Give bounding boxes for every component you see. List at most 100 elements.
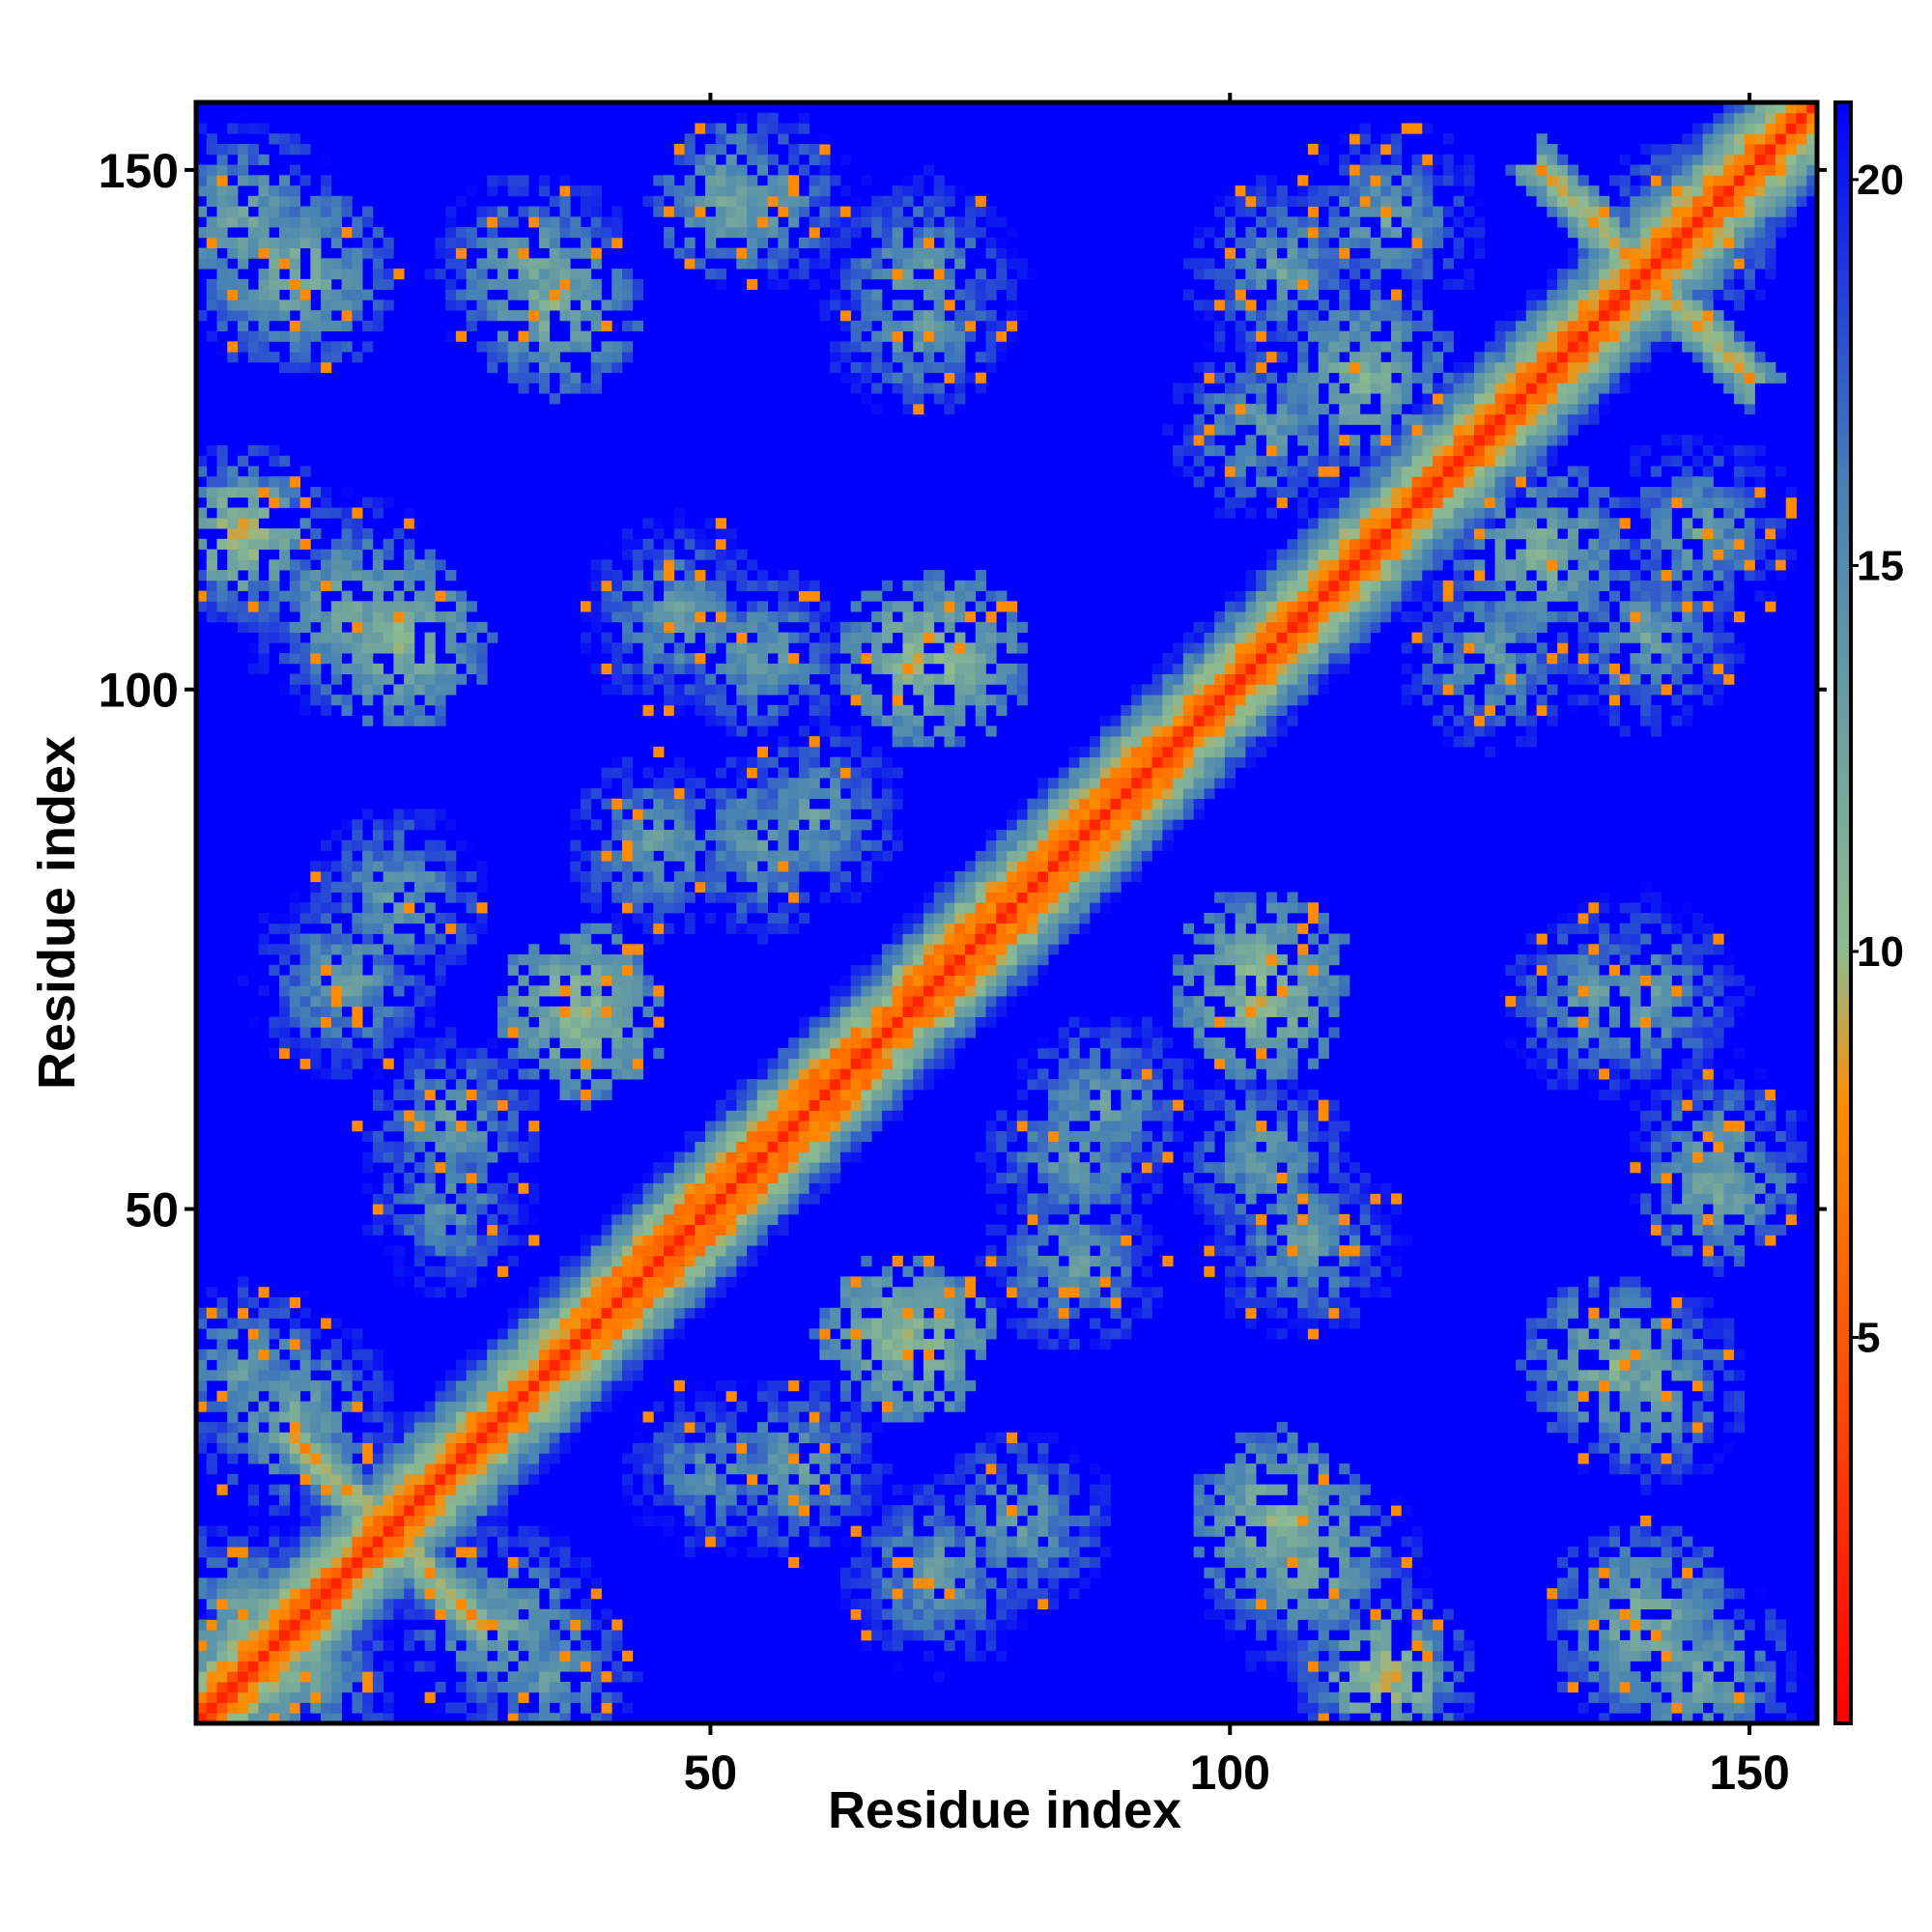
heatmap-cell (715, 123, 726, 134)
heatmap-cell (435, 1235, 446, 1246)
heatmap-cell (404, 1432, 415, 1443)
heatmap-cell (850, 1608, 862, 1620)
heatmap-cell (778, 237, 789, 248)
heatmap-cell (310, 1619, 322, 1631)
heatmap-cell (871, 870, 883, 883)
heatmap-cell (487, 1505, 498, 1517)
heatmap-cell (299, 1567, 311, 1578)
heatmap-cell (871, 1037, 883, 1049)
heatmap-cell (892, 1006, 903, 1017)
heatmap-cell (269, 1639, 280, 1652)
heatmap-cell (435, 715, 446, 726)
heatmap-cell (247, 1318, 259, 1329)
heatmap-cell (196, 1370, 208, 1381)
heatmap-cell (590, 580, 602, 591)
heatmap-cell (892, 1016, 903, 1028)
heatmap-cell (580, 642, 592, 654)
heatmap-cell (413, 1422, 426, 1434)
heatmap-cell (590, 1370, 602, 1381)
heatmap-cell (466, 289, 477, 300)
heatmap-cell (871, 809, 883, 820)
heatmap-cell (321, 964, 332, 976)
heatmap-cell (881, 227, 894, 239)
heatmap-cell (715, 892, 726, 903)
heatmap-cell (850, 1401, 862, 1412)
heatmap-cell (487, 1121, 498, 1132)
heatmap-cell (611, 809, 623, 820)
heatmap-cell (767, 1121, 779, 1132)
heatmap-cell (850, 1027, 862, 1038)
heatmap-cell (923, 1598, 935, 1610)
heatmap-cell (684, 1484, 696, 1495)
heatmap-cell (601, 1265, 612, 1277)
heatmap-cell (216, 1432, 228, 1443)
heatmap-cell (299, 1671, 311, 1683)
heatmap-cell (528, 1380, 540, 1392)
heatmap-cell (861, 1016, 872, 1028)
heatmap-cell (715, 1110, 726, 1122)
heatmap-cell (892, 1536, 903, 1548)
heatmap-cell (684, 861, 696, 872)
heatmap-cell (611, 756, 623, 768)
heatmap-cell (507, 1318, 519, 1329)
heatmap-cell (227, 1639, 239, 1652)
heatmap-cell (871, 289, 883, 300)
heatmap-cell (341, 1037, 353, 1049)
heatmap-cell (466, 653, 477, 665)
heatmap-cell (902, 580, 914, 591)
heatmap-cell (715, 1162, 726, 1174)
heatmap-cell (424, 1245, 436, 1257)
heatmap-cell (944, 1588, 955, 1600)
heatmap-cell (538, 1380, 551, 1392)
heatmap-cell (258, 310, 270, 322)
heatmap-cell (393, 1494, 405, 1506)
heatmap-cell (839, 1432, 852, 1443)
heatmap-cell (778, 1204, 789, 1215)
heatmap-cell (518, 310, 529, 322)
heatmap-cell (269, 1411, 280, 1423)
heatmap-cell (913, 1380, 924, 1392)
heatmap-cell (570, 1027, 582, 1038)
heatmap-cell (216, 289, 228, 300)
heatmap-cell (819, 767, 831, 779)
heatmap-cell (321, 1650, 332, 1662)
heatmap-cell (705, 1162, 717, 1174)
heatmap-cell (227, 195, 239, 207)
heatmap-cell (466, 1463, 477, 1475)
heatmap-cell (476, 1359, 488, 1371)
heatmap-cell (497, 1422, 509, 1434)
heatmap-cell (923, 1339, 935, 1350)
heatmap-cell (642, 1515, 654, 1527)
heatmap-cell (310, 601, 322, 612)
heatmap-cell (435, 1702, 446, 1714)
heatmap-cell (923, 1650, 935, 1662)
heatmap-cell (299, 1359, 311, 1371)
heatmap-cell (362, 1639, 374, 1652)
heatmap-cell (227, 1598, 239, 1610)
heatmap-cell (321, 216, 332, 228)
heatmap-cell (362, 870, 374, 883)
heatmap-cell (299, 663, 311, 675)
heatmap-cell (289, 247, 300, 259)
heatmap-cell (778, 1130, 789, 1143)
heatmap-cell (611, 1380, 623, 1392)
heatmap-cell (196, 1432, 208, 1443)
heatmap-cell (238, 237, 249, 248)
heatmap-cell (352, 653, 363, 665)
heatmap-cell (258, 1307, 270, 1319)
heatmap-cell (913, 1318, 924, 1329)
heatmap-cell (850, 1484, 862, 1495)
heatmap-cell (809, 1536, 820, 1548)
heatmap-cell (705, 1213, 717, 1226)
heatmap-cell (341, 1598, 353, 1610)
heatmap-cell (497, 1380, 509, 1392)
heatmap-cell (487, 1494, 498, 1506)
heatmap-cell (279, 330, 291, 342)
heatmap-cell (321, 1691, 332, 1703)
heatmap-cell (362, 1359, 374, 1371)
heatmap-cell (788, 1411, 800, 1423)
heatmap-cell (632, 1453, 643, 1464)
heatmap-cell (839, 632, 852, 643)
heatmap-cell (798, 237, 810, 248)
heatmap-cell (611, 611, 623, 623)
